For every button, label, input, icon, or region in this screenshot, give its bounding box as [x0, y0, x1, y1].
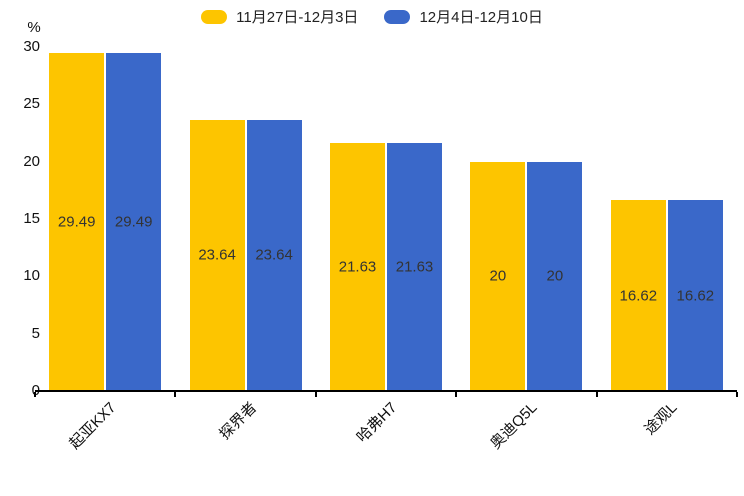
- bar-value-label: 23.64: [255, 246, 293, 264]
- legend-item[interactable]: 11月27日-12月3日: [201, 6, 358, 27]
- bar-12月4日-12月10日-哈弗H7: [387, 142, 442, 390]
- legend-swatch: [201, 9, 228, 24]
- x-category-label: 起亚KX7: [66, 399, 120, 453]
- bar-12月4日-12月10日-探界者: [246, 119, 302, 390]
- x-axis-tick: [736, 392, 738, 397]
- y-tick-label: 15: [23, 210, 40, 227]
- bar-11月27日-12月3日-奥迪Q5L: [470, 161, 526, 390]
- x-category-label: 奥迪Q5L: [487, 399, 541, 453]
- bar-value-label: 16.62: [676, 287, 715, 305]
- x-category-label: 探界者: [215, 399, 260, 443]
- x-category-label: 哈弗H7: [353, 399, 401, 446]
- x-axis-tick: [595, 392, 598, 397]
- y-tick-label: 5: [31, 324, 40, 342]
- bar-11月27日-12月3日-起亚KX7: [49, 52, 105, 390]
- x-axis-tick: [455, 392, 458, 397]
- bar-value-label: 16.62: [619, 287, 658, 305]
- legend-label: 12月4日-12月10日: [419, 9, 543, 26]
- x-axis-tick: [34, 392, 36, 397]
- bar-12月4日-12月10日-途观L: [667, 200, 723, 390]
- bar-value-label: 29.49: [57, 213, 96, 231]
- bar-value-label: 20: [489, 267, 507, 285]
- bar-12月4日-12月10日-起亚KX7: [106, 52, 162, 390]
- y-tick-label: 30: [23, 38, 40, 55]
- bar-value-label: 23.64: [198, 246, 236, 264]
- bar-11月27日-12月3日-哈弗H7: [330, 142, 385, 390]
- x-axis-tick: [314, 392, 317, 397]
- bar-value-label: 21.63: [395, 258, 434, 276]
- x-axis-tick: [174, 392, 177, 397]
- legend: 11月27日-12月3日 12月4日-12月10日: [0, 6, 744, 27]
- y-tick-label: 10: [23, 267, 40, 285]
- y-axis-unit-label: %: [27, 19, 41, 36]
- legend-swatch: [384, 9, 411, 24]
- bar-value-label: 29.49: [114, 213, 153, 231]
- bar-12月4日-12月10日-奥迪Q5L: [527, 161, 583, 390]
- x-category-label: 途观L: [641, 399, 681, 439]
- legend-label: 11月27日-12月3日: [236, 9, 359, 26]
- bar-11月27日-12月3日-途观L: [610, 200, 666, 390]
- legend-item[interactable]: 12月4日-12月10日: [384, 6, 543, 27]
- bar-value-label: 21.63: [338, 258, 377, 276]
- y-tick-label: 20: [23, 152, 40, 170]
- bar-11月27日-12月3日-探界者: [189, 119, 245, 390]
- bar-value-label: 20: [546, 267, 564, 285]
- y-tick-label: 25: [23, 95, 40, 113]
- x-axis-line: [35, 390, 737, 392]
